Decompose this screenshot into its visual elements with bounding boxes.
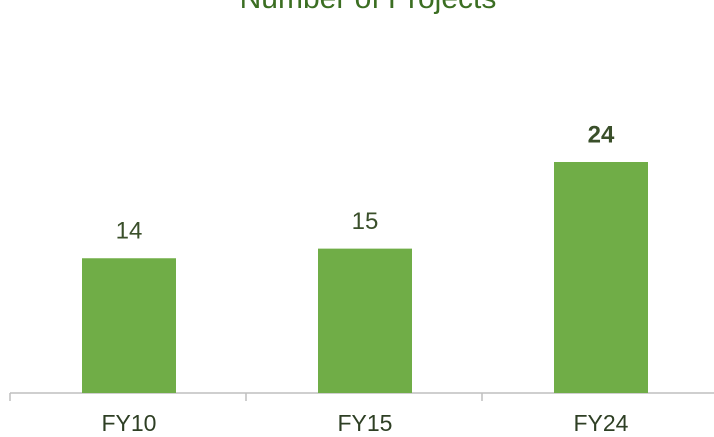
x-tick-label: FY15 <box>338 410 393 436</box>
value-label: 14 <box>116 218 143 245</box>
bar <box>554 162 648 393</box>
chart-title: Number of Projects <box>240 0 497 15</box>
value-label: 24 <box>588 121 615 148</box>
bar <box>82 258 176 393</box>
x-tick-label: FY10 <box>102 410 157 436</box>
x-tick-label: FY24 <box>574 410 629 436</box>
bar <box>318 248 412 393</box>
value-label: 15 <box>352 208 379 235</box>
